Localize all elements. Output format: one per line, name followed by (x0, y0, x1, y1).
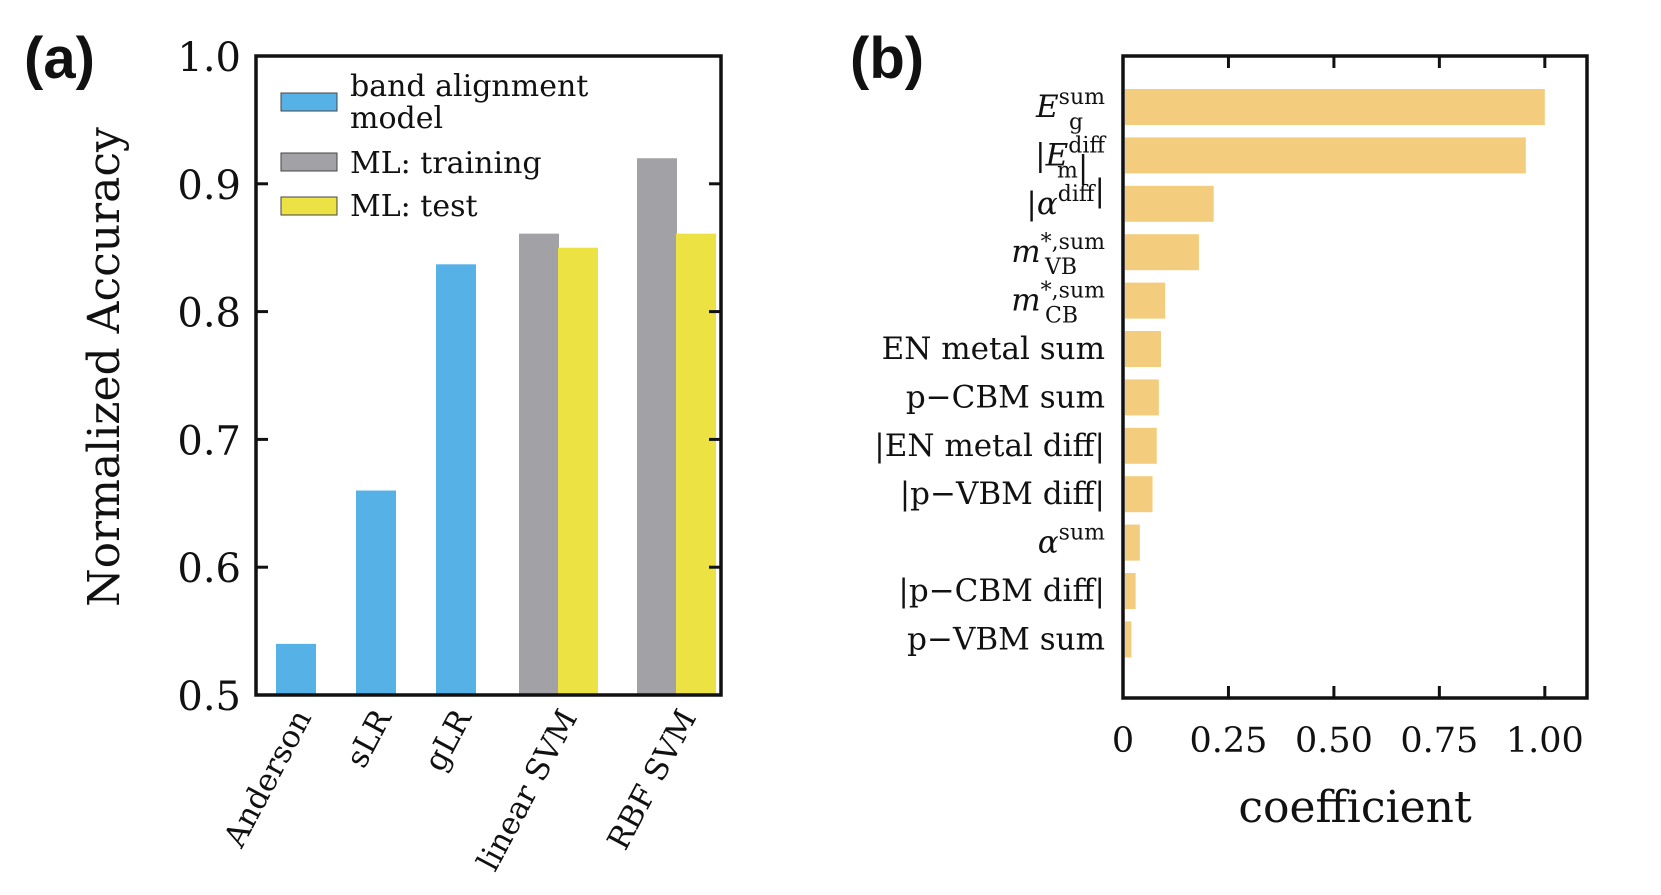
feature-subscript: CB (1045, 304, 1078, 329)
x-axis-ticks: 0 0.25 0.50 0.75 1.00 (1112, 56, 1584, 761)
bars-b (1125, 89, 1545, 658)
coefficient-bar (1125, 331, 1161, 367)
x-axis-title: coefficient (1238, 782, 1472, 833)
panel-b-coefficient-chart: (b) 0 0.25 0.50 0.75 1.00 Esum g|Ediff m||αdif… (850, 26, 1589, 833)
bar-linear-svm-series-2 (558, 247, 598, 695)
x-category-label: gLR (417, 702, 480, 777)
y-axis-title: Normalized Accuracy (79, 127, 130, 607)
feature-label: |αdiff| (1026, 173, 1105, 222)
legend-swatch (280, 92, 338, 112)
feature-bar: | (1095, 173, 1105, 209)
bar-rbf-svm-series-1 (637, 158, 677, 696)
feature-label: Esum g (1035, 85, 1105, 135)
x-category-label: linear SVM (470, 704, 585, 877)
feature-label: m*,sum CB (1011, 279, 1105, 329)
feature-label: |p−VBM diff| (900, 476, 1105, 512)
feature-label: p−CBM sum (906, 379, 1105, 415)
feature-symbol: m (1011, 234, 1040, 270)
feature-subscript: VB (1044, 255, 1077, 280)
feature-label: αsum (1038, 521, 1105, 561)
panel-a-accuracy-chart: (a) Normalized Accuracy 0.5 0.6 0.7 0.8 0.9 1… (24, 26, 723, 877)
feature-symbol: |E (1035, 137, 1068, 173)
bars-a (276, 158, 716, 696)
coefficient-bar (1125, 476, 1153, 513)
y-tick-label: 0.7 (177, 418, 241, 464)
feature-label: |p−CBM diff| (898, 573, 1105, 609)
legend-label: ML: training (350, 146, 542, 181)
feature-label: p−VBM sum (907, 621, 1105, 657)
bar-glr-series-0 (436, 264, 476, 695)
y-tick-label: 0.9 (177, 163, 241, 209)
bar-slr-series-0 (356, 490, 396, 695)
feature-superscript: diff (1058, 182, 1096, 207)
coefficient-bar (1125, 137, 1526, 174)
legend-swatch (280, 152, 338, 172)
coefficient-bar (1125, 573, 1136, 609)
x-tick-label: 1.00 (1506, 721, 1584, 761)
x-category-label: RBF SVM (601, 704, 705, 856)
feature-superscript: diff (1068, 133, 1106, 158)
feature-superscript: sum (1059, 521, 1105, 546)
feature-symbol: α (1038, 525, 1059, 561)
x-tick-label: 0.25 (1189, 721, 1267, 761)
feature-symbol: |α (1026, 186, 1057, 222)
panel-b-label: (b) (850, 26, 924, 91)
plot-frame-a (254, 54, 723, 697)
feature-subscript: m (1057, 158, 1078, 183)
x-tick-label: 0.50 (1295, 721, 1373, 761)
legend-label: model (350, 101, 443, 136)
plot-frame-b (1121, 54, 1589, 700)
y-tick-label: 0.6 (177, 546, 241, 592)
legend-swatch (280, 196, 338, 216)
feature-label: EN metal sum (882, 331, 1105, 367)
feature-label: |Ediff m| (1035, 133, 1106, 185)
feature-symbol: m (1011, 283, 1040, 319)
feature-symbol: E (1035, 89, 1059, 125)
y-tick-label: 0.5 (177, 674, 241, 720)
bar-anderson-series-0 (276, 643, 316, 695)
coefficient-bar (1125, 379, 1159, 416)
coefficient-bar (1125, 89, 1545, 125)
coefficient-bar (1125, 185, 1214, 222)
coefficient-bar (1125, 282, 1166, 319)
bar-linear-svm-series-1 (519, 233, 559, 695)
legend-label: band alignment (350, 69, 588, 104)
x-tick-label: 0 (1112, 721, 1134, 761)
panel-a-label: (a) (24, 26, 95, 91)
bar-rbf-svm-series-2 (676, 233, 716, 695)
legend-label: ML: test (350, 189, 478, 224)
feature-label: m*,sum VB (1011, 230, 1105, 280)
y-axis-ticks: 0.5 0.6 0.7 0.8 0.9 1.0 (177, 35, 721, 720)
coefficient-bar (1125, 234, 1199, 271)
coefficient-bar (1125, 524, 1140, 561)
feature-label: |EN metal diff| (874, 428, 1105, 464)
coefficient-bar (1125, 621, 1132, 658)
x-tick-label: 0.75 (1400, 721, 1478, 761)
feature-bar: | (1078, 149, 1088, 185)
x-category-label: Anderson (216, 704, 319, 854)
feature-superscript: sum (1059, 85, 1105, 110)
y-tick-label: 0.8 (177, 291, 241, 337)
feature-superscript: *,sum (1041, 279, 1105, 304)
feature-superscript: *,sum (1041, 230, 1105, 255)
feature-subscript: g (1069, 110, 1083, 135)
y-tick-label: 1.0 (177, 35, 241, 81)
coefficient-bar (1125, 427, 1157, 464)
x-category-label: sLR (339, 702, 400, 773)
